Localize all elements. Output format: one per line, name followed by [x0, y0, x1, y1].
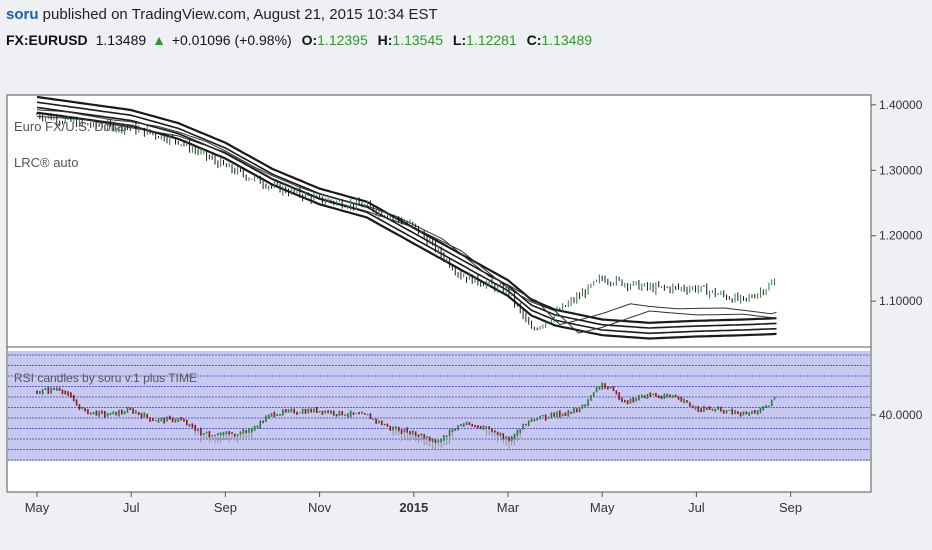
time-tick-label: Sep	[214, 500, 237, 515]
close-value: 1.13489	[541, 32, 593, 48]
high-label: H:	[377, 32, 393, 48]
price-tick-label: 1.10000	[879, 294, 923, 308]
rsi-tick-label: 40.0000	[879, 408, 923, 422]
low-value: 1.12281	[466, 32, 517, 48]
symbol[interactable]: FX:EURUSD	[6, 32, 88, 48]
rsi-y-axis: 40.0000	[871, 408, 923, 422]
rsi-indicator-title: RSI candles by soru v.1 plus TIME	[14, 371, 197, 385]
price-tick-label: 1.20000	[879, 229, 923, 243]
rsi-band-lines	[8, 354, 870, 461]
rsi-band	[8, 351, 870, 461]
quote-line: FX:EURUSD 1.13489 ▲ +0.01096 (+0.98%) O:…	[6, 32, 592, 48]
main-chart-title: Euro FX/U.S. Dollar	[14, 119, 129, 134]
rsi-plot	[36, 382, 776, 450]
time-tick-label: 2015	[399, 500, 428, 515]
high-value: 1.13545	[392, 32, 444, 48]
regression-channel-line	[36, 111, 777, 340]
up-arrow-icon: ▲	[152, 32, 166, 48]
low-label: L:	[452, 32, 467, 48]
price-change: +0.01096 (+0.98%)	[171, 32, 292, 48]
last-price: 1.13489	[95, 32, 147, 48]
main-plot	[36, 95, 777, 340]
time-tick-label: Jul	[123, 500, 140, 515]
time-axis: May Jul Sep Nov 2015 Mar May Jul Sep	[25, 492, 802, 515]
price-tick-label: 1.30000	[879, 163, 923, 177]
main-y-axis: 1.40000 1.30000 1.20000 1.10000	[871, 98, 923, 308]
open-label: O:	[301, 32, 318, 48]
price-tick-label: 1.40000	[879, 98, 923, 112]
regression-channel-line	[36, 101, 777, 329]
publish-info: published on TradingView.com, August 21,…	[38, 6, 438, 23]
main-pane[interactable]	[6, 94, 872, 348]
regression-channel-line	[36, 106, 777, 335]
time-tick-label: Nov	[308, 500, 332, 515]
time-tick-label: May	[590, 500, 615, 515]
time-tick-label: Sep	[779, 500, 802, 515]
time-tick-label: Jul	[688, 500, 705, 515]
author-link[interactable]: soru	[6, 6, 39, 23]
time-tick-label: Mar	[497, 500, 520, 515]
time-tick-label: May	[25, 500, 50, 515]
lrc-indicator-label: LRC® auto	[14, 155, 79, 170]
moving-average-line	[36, 115, 777, 334]
close-label: C:	[526, 32, 542, 48]
open-value: 1.12395	[317, 32, 368, 48]
publish-header: soru published on TradingView.com, Augus…	[6, 6, 438, 23]
